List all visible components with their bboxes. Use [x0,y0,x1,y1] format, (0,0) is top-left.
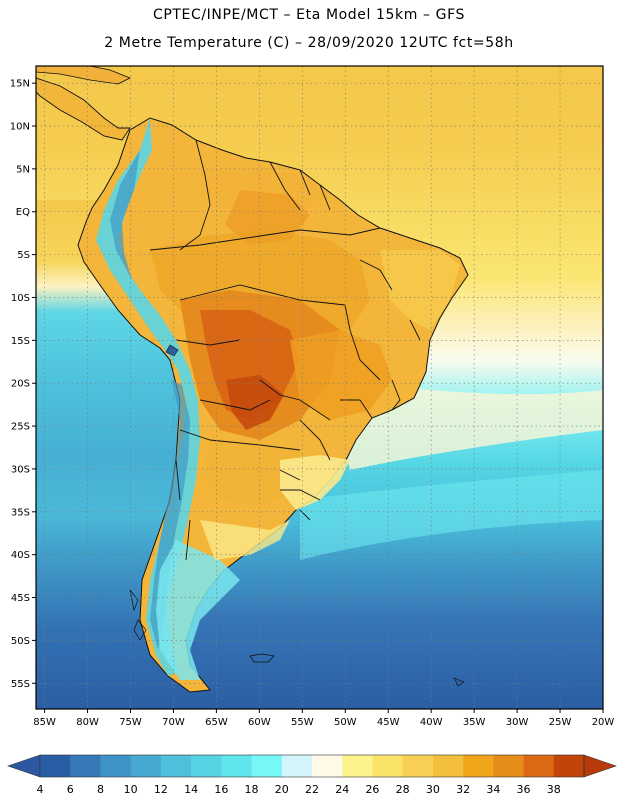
colorbar-swatch [160,755,192,777]
colorbar-outline [39,754,585,778]
latitude-label: 15N [10,79,30,90]
map-title-line-1: CPTEC/INPE/MCT – Eta Model 15km – GFS [152,7,466,23]
longitude-label: 85W [33,717,56,728]
colorbar-label: 20 [275,783,289,796]
colorbar-label: 10 [124,783,138,796]
colorbar-swatch [221,755,252,777]
latitude-label: 50S [11,636,30,647]
colorbar-label: 32 [456,783,470,796]
longitude-label: 60W [248,717,271,728]
colorbar-swatch [70,755,101,777]
latitude-label: 20S [11,379,30,390]
colorbar-swatch [402,755,434,777]
latitude-label: 55S [11,679,30,690]
colorbar-low-arrow [7,754,41,778]
colorbar-label: 38 [547,783,561,796]
axis-ticks: 15N 10N 5N EQ 5S 10S 15S 20S 25S 30S 35S 40S 45S 50S 5… [10,79,615,728]
colorbar-label: 18 [245,783,259,796]
colorbar-swatch [493,755,524,777]
map-title-line-2: 2 Metre Temperature (C) – 28/09/2020 12U… [104,35,514,51]
latitude-label: 5S [17,250,30,261]
colorbar-label: 24 [335,783,349,796]
latitude-label: EQ [16,207,30,218]
map-frame [35,65,604,710]
colorbar-swatch [342,755,373,777]
colorbar-swatch [191,755,222,777]
colorbar-swatch [281,755,313,777]
colorbar-high-arrow [583,754,617,778]
latitude-label: 10S [11,293,30,304]
temperature-field [36,66,603,709]
colorbar-swatch [523,755,555,777]
colorbar-swatch [40,755,71,777]
longitude-label: 20W [592,717,615,728]
colorbar-label: 22 [305,783,319,796]
latitude-label: 25S [11,422,30,433]
colorbar-swatch [100,755,132,777]
longitude-label: 65W [205,717,228,728]
longitude-label: 30W [506,717,529,728]
longitude-label: 50W [334,717,357,728]
colorbar-swatch [251,755,283,777]
longitude-label: 25W [549,717,572,728]
latitude-label: 5N [16,164,30,175]
latitude-label: 10N [10,122,30,133]
colorbar-swatch [553,755,585,777]
colorbar-label: 6 [67,783,74,796]
latitude-label: 40S [11,550,30,561]
latitude-label: 15S [11,336,30,347]
longitude-label: 40W [420,717,443,728]
colorbar-label: 30 [426,783,440,796]
colorbar-label: 34 [486,783,500,796]
colorbar-label: 12 [154,783,168,796]
graticule [36,66,603,709]
colorbar-label: 8 [97,783,104,796]
longitude-label: 55W [291,717,314,728]
longitude-label: 75W [119,717,142,728]
colorbar-swatch [432,755,464,777]
colorbar-label: 36 [517,783,531,796]
colorbar-label: 16 [214,783,228,796]
longitude-label: 45W [377,717,400,728]
latitude-label: 35S [11,507,30,518]
colorbar-label: 4 [37,783,44,796]
colorbar-swatch [372,755,404,777]
longitude-label: 80W [76,717,99,728]
colorbar-swatch [463,755,494,777]
latitude-label: 30S [11,464,30,475]
longitude-label: 35W [463,717,486,728]
color-legend: 4 6 8 10 12 14 16 18 20 22 24 26 28 30 32 34 36 38 [7,754,617,796]
longitude-label: 70W [162,717,185,728]
colorbar-label: 14 [184,783,198,796]
colorbar-label: 26 [365,783,379,796]
colorbar-swatch [130,755,162,777]
latitude-label: 45S [11,593,30,604]
colorbar-label: 28 [396,783,410,796]
country-borders [149,139,421,561]
colorbar-swatch [312,755,343,777]
